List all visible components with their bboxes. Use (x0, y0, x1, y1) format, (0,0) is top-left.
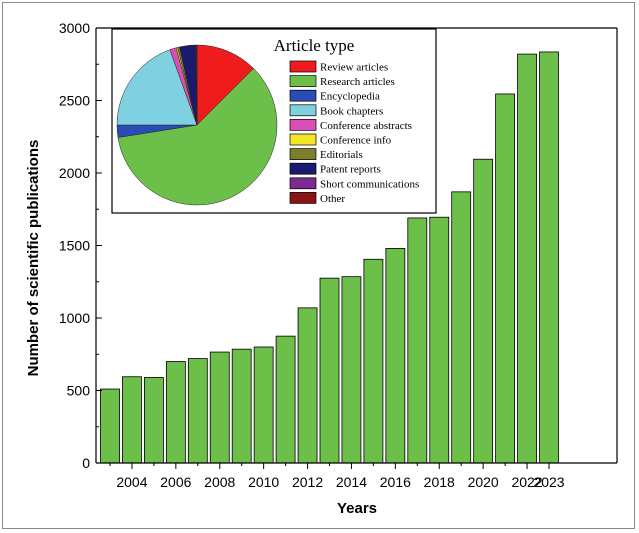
pie-slice-other (196, 44, 198, 126)
x-tick-label: 2014 (336, 474, 367, 490)
legend-title: Article type (274, 36, 355, 55)
x-tick-label: 2004 (116, 474, 147, 490)
legend-swatch (289, 162, 317, 175)
bar-series (100, 51, 559, 464)
y-tick-label: 1500 (59, 238, 90, 254)
legend-label: Book chapters (320, 105, 383, 117)
legend: Review articles Research articles Encyclop… (289, 60, 419, 205)
pie-slice-book-chapters (116, 49, 198, 126)
bar-2018 (429, 216, 450, 464)
bar-2020 (473, 158, 494, 464)
x-tick-label: 2010 (248, 474, 279, 490)
bar-2006 (165, 361, 186, 464)
bar-2009 (231, 348, 252, 464)
y-tick-label: 2500 (59, 93, 90, 109)
legend-label: Conference abstracts (320, 120, 412, 132)
bar-2013 (319, 277, 340, 464)
legend-label: Editorials (320, 149, 363, 161)
x-tick-label: 2022 (511, 474, 542, 490)
inset-pie-chart: Article type Review articles Research art… (111, 28, 437, 214)
legend-label: Other (320, 193, 345, 205)
legend-label: Research articles (320, 76, 395, 88)
bar-2022 (517, 53, 537, 464)
bar-2010 (253, 346, 274, 464)
legend-swatch (289, 192, 317, 204)
x-axis-title: Years (337, 500, 377, 517)
pie-slices (116, 44, 278, 206)
legend-swatch (289, 133, 317, 146)
bar-2003 (100, 388, 120, 464)
legend-swatch (289, 104, 317, 117)
y-tick-label: 0 (82, 455, 90, 471)
bar-2014 (341, 276, 362, 464)
legend-label: Conference info (320, 135, 392, 147)
y-tick-label: 3000 (59, 20, 90, 36)
y-tick-label: 1000 (59, 310, 90, 326)
bar-2021 (495, 93, 516, 464)
pie-slice-research-articles (117, 68, 278, 206)
bar-2005 (143, 377, 164, 464)
bar-2017 (407, 217, 428, 464)
x-tick-label: 2008 (204, 474, 235, 490)
bar-2023 (539, 51, 559, 464)
legend-label: Review articles (320, 62, 388, 74)
y-axis-title: Number of scientific publications (25, 140, 42, 377)
legend-swatch (289, 119, 317, 131)
bar-2015 (363, 258, 384, 464)
x-tick-label: 2016 (380, 474, 411, 490)
x-tick-label: 2020 (468, 474, 499, 490)
x-tick-label: 2023 (533, 474, 564, 490)
axes: 0 500 1000 1500 2000 2500 3000 2004 2006 2008 2010… (59, 20, 618, 490)
y-tick-label: 2000 (59, 165, 90, 181)
legend-swatch (289, 177, 317, 190)
x-tick-label: 2018 (424, 474, 455, 490)
legend-swatch (289, 75, 317, 87)
legend-swatch (289, 89, 317, 102)
bar-2016 (385, 247, 406, 464)
bar-2007 (187, 358, 208, 464)
legend-swatch (289, 148, 317, 160)
legend-swatch (289, 60, 317, 73)
legend-label: Encyclopedia (320, 91, 380, 103)
x-tick-label: 2012 (292, 474, 323, 490)
legend-label: Patent reports (320, 164, 381, 176)
bar-2012 (297, 307, 318, 464)
bar-2008 (209, 351, 230, 464)
bar-2011 (275, 335, 296, 464)
y-tick-label: 500 (67, 383, 91, 399)
pie-slice-review-articles (196, 44, 254, 126)
bar-2019 (451, 191, 472, 464)
bar-2004 (122, 376, 142, 464)
legend-label: Short communications (320, 178, 419, 190)
x-tick-label: 2006 (160, 474, 191, 490)
